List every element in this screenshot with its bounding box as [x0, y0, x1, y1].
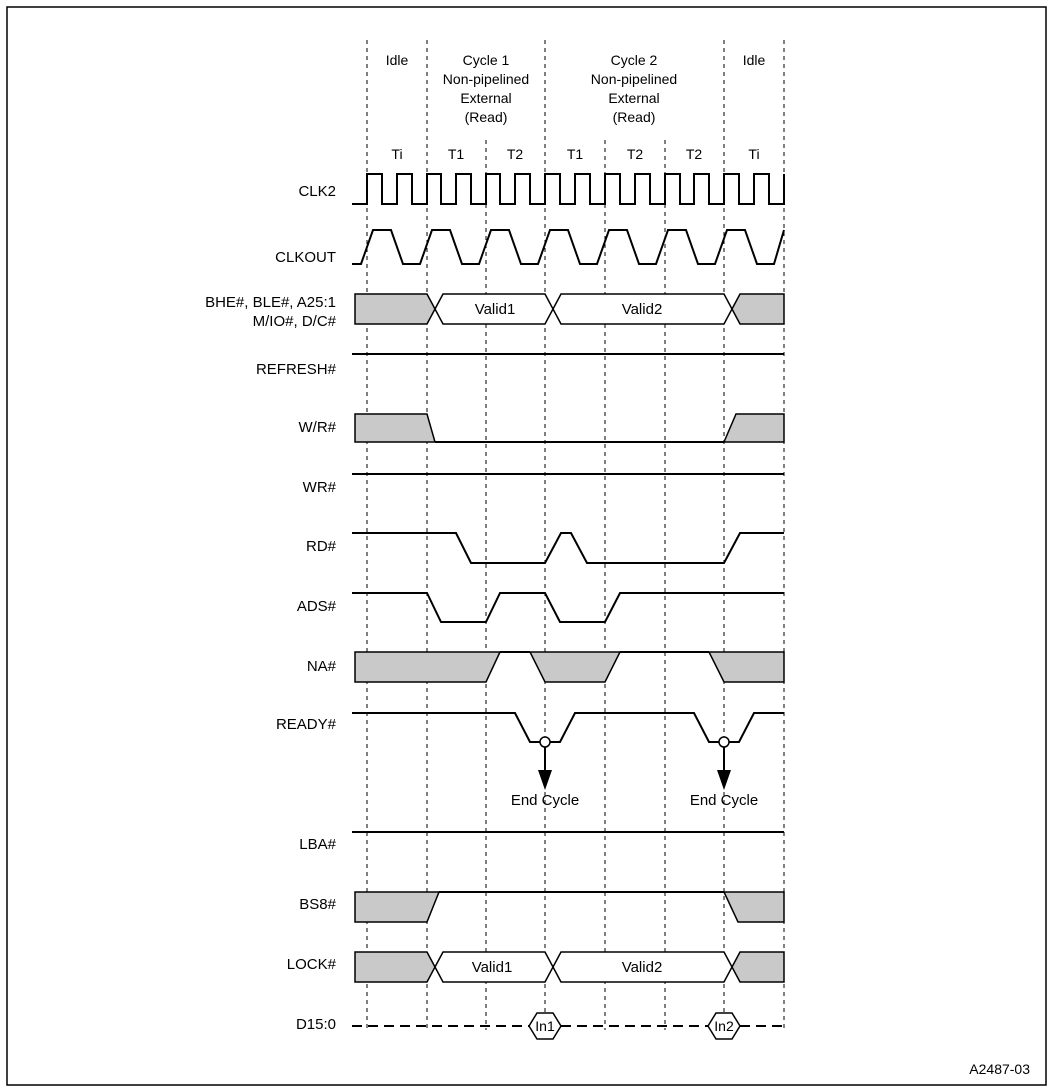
phase-headers: Idle Cycle 1 Non-pipelined External (Rea… [386, 52, 766, 125]
phase-cycle1-line3: External [460, 90, 511, 106]
label-bs8: BS8# [299, 896, 336, 913]
label-lock: LOCK# [287, 956, 337, 973]
lock-valid1: Valid1 [472, 959, 513, 976]
label-clkout: CLKOUT [275, 249, 336, 266]
ready-waveform: End Cycle End Cycle [352, 712, 784, 809]
addr-valid2: Valid2 [622, 301, 663, 318]
label-clk2: CLK2 [298, 183, 336, 200]
addr-valid1: Valid1 [475, 301, 516, 318]
end-cycle-1: End Cycle [511, 792, 579, 809]
state-t2-2: T2 [627, 146, 644, 162]
phase-idle-1: Idle [386, 52, 409, 68]
signal-labels: CLK2 CLKOUT BHE#, BLE#, A25:1 M/IO#, D/C… [205, 183, 337, 1033]
data-bus: In1 In2 [352, 1012, 784, 1040]
figure-frame [6, 6, 1047, 1086]
label-addr-line2: M/IO#, D/C# [253, 313, 337, 330]
phase-cycle2-line2: Non-pipelined [591, 71, 677, 87]
state-t2-1: T2 [507, 146, 524, 162]
phase-cycle2-line4: (Read) [613, 109, 656, 125]
end-cycle-2: End Cycle [690, 792, 758, 809]
figure-id: A2487-03 [969, 1061, 1030, 1077]
state-labels: Ti T1 T2 T1 T2 T2 Ti [391, 146, 759, 162]
phase-idle-2: Idle [743, 52, 766, 68]
wr-rd-waveform [354, 413, 785, 443]
label-addr-line1: BHE#, BLE#, A25:1 [205, 294, 336, 311]
label-wr: WR# [303, 479, 337, 496]
label-refresh: REFRESH# [256, 361, 337, 378]
phase-cycle2-line3: External [608, 90, 659, 106]
state-t1-1: T1 [448, 146, 465, 162]
lock-bus: Valid1 Valid2 [354, 951, 785, 983]
address-bus: Valid1 Valid2 [354, 293, 785, 325]
label-wr-rd: W/R# [299, 419, 337, 436]
label-lba: LBA# [299, 836, 336, 853]
data-in1: In1 [535, 1018, 555, 1034]
label-data: D15:0 [296, 1016, 336, 1033]
label-rd: RD# [306, 538, 337, 555]
label-na: NA# [307, 658, 337, 675]
rd-waveform [352, 532, 784, 564]
state-ti-1: Ti [391, 146, 402, 162]
label-ready: READY# [276, 716, 337, 733]
state-t2-3: T2 [686, 146, 703, 162]
phase-cycle1-line1: Cycle 1 [463, 52, 510, 68]
cycle-boundaries [366, 40, 785, 1030]
na-waveform [354, 651, 785, 683]
bs8-waveform [354, 891, 785, 923]
lock-valid2: Valid2 [622, 959, 663, 976]
phase-cycle2-line1: Cycle 2 [611, 52, 658, 68]
label-ads: ADS# [297, 598, 337, 615]
data-in2: In2 [714, 1018, 734, 1034]
clkout-waveform [352, 229, 785, 265]
ads-waveform [352, 592, 784, 623]
state-t1-2: T1 [567, 146, 584, 162]
clk2-waveform [352, 173, 785, 205]
phase-cycle1-line2: Non-pipelined [443, 71, 529, 87]
phase-cycle1-line4: (Read) [465, 109, 508, 125]
state-ti-2: Ti [748, 146, 759, 162]
